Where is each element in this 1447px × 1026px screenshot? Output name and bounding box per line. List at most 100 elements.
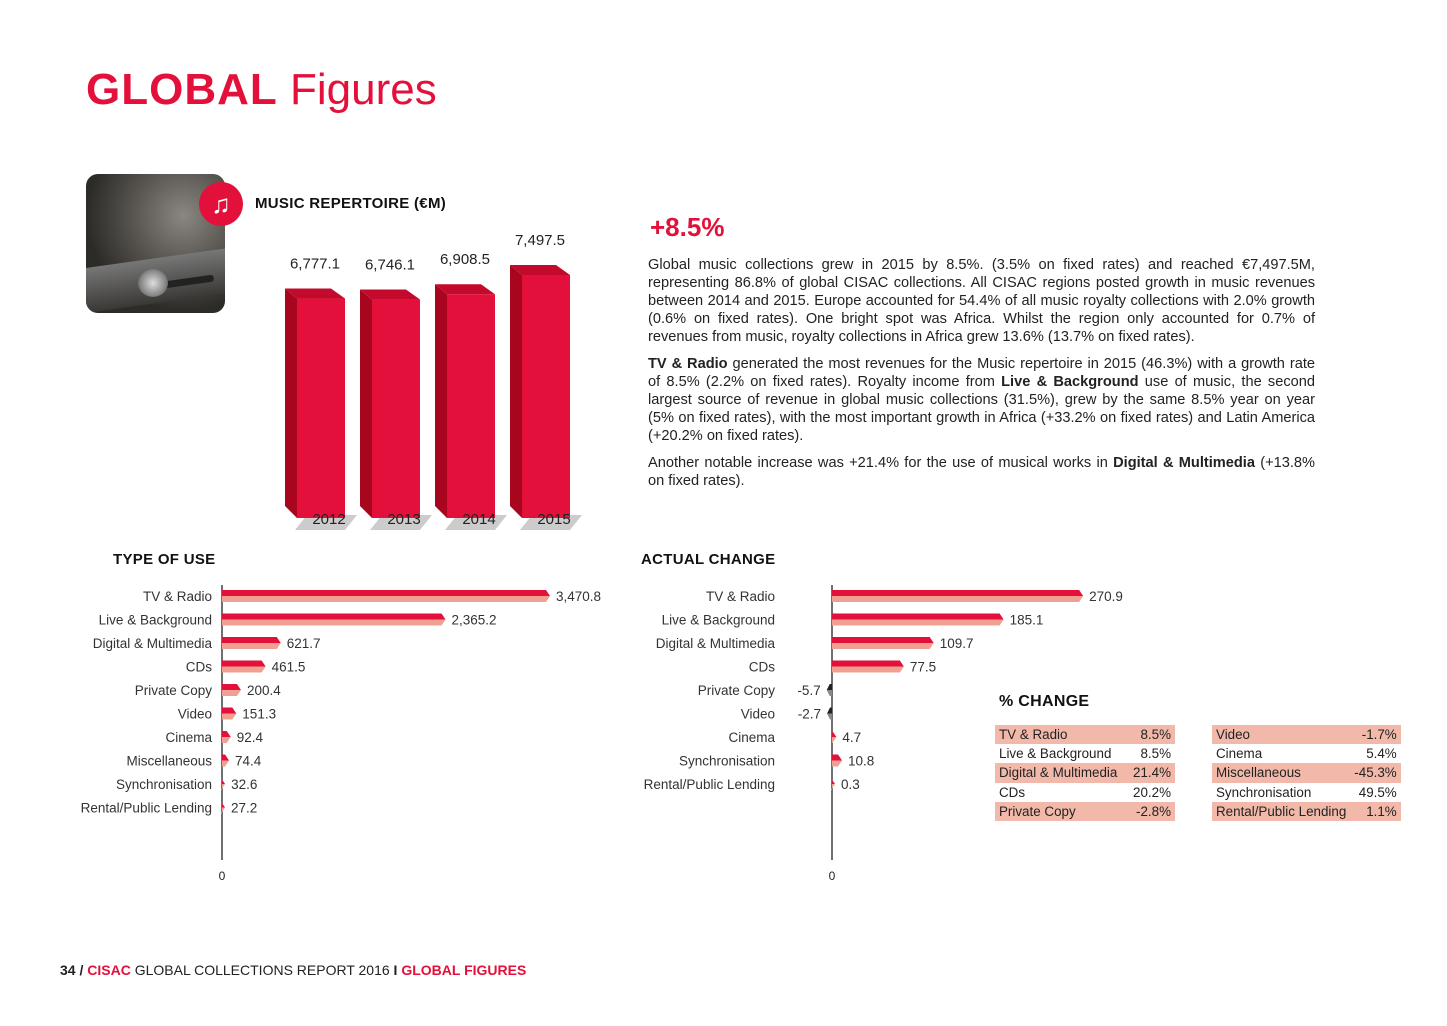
category-label: Private Copy [698, 683, 776, 698]
bar-bottom-half [222, 713, 237, 720]
bar-top [510, 265, 570, 275]
year-label: 2012 [312, 511, 345, 528]
bar-value-label: 27.2 [231, 801, 257, 816]
bar-bottom-half [832, 760, 843, 767]
year-label: 2014 [462, 511, 495, 528]
bar-value-label: 2,365.2 [452, 613, 497, 628]
footer-report: GLOBAL COLLECTIONS REPORT 2016 [134, 962, 390, 978]
row-value: 49.5% [1358, 784, 1397, 800]
bar-top-half [222, 613, 446, 620]
bar-top-half [832, 731, 837, 737]
bar-top-half [832, 637, 934, 643]
title-light: Figures [290, 65, 437, 114]
bar-value-label: 6,908.5 [440, 251, 490, 268]
percent-row: Synchronisation 49.5% [1212, 783, 1401, 802]
bar-bottom-half [832, 737, 837, 743]
bar-top-half [222, 660, 266, 667]
bar-shadow [445, 515, 507, 530]
bar-value-label: 461.5 [272, 660, 306, 675]
bar-top-half [221, 778, 226, 784]
bar-top-half [222, 731, 231, 737]
category-label: Cinema [165, 730, 212, 745]
bold-term: TV & Radio [648, 356, 728, 372]
row-label: TV & Radio [995, 725, 1127, 745]
row-value: 20.2% [1133, 784, 1171, 800]
bar-value-label: 185.1 [1010, 613, 1044, 628]
row-label: Live & Background [999, 746, 1112, 762]
bar-shadow [370, 515, 432, 530]
page-title: GLOBAL Figures [86, 62, 437, 118]
bar-side [510, 265, 522, 518]
bar-bottom-half [222, 760, 230, 767]
bar-shadow [295, 515, 357, 530]
percent-row: CDs 20.2% [995, 783, 1175, 802]
percent-row: Digital & Multimedia 21.4% [995, 763, 1175, 783]
bar-value-label: 3,470.8 [556, 589, 601, 604]
percent-row: Rental/Public Lending 1.1% [1212, 801, 1401, 821]
title-bold: GLOBAL [86, 65, 278, 114]
row-label: Synchronisation [1216, 784, 1312, 800]
negative-bar-top [826, 684, 832, 690]
bar [447, 294, 495, 518]
row-label: Private Copy [995, 801, 1127, 821]
row-value: 21.4% [1126, 763, 1175, 783]
category-label: TV & Radio [706, 589, 775, 604]
bar [297, 298, 345, 518]
category-label: CDs [749, 660, 775, 675]
bar-top-half [832, 590, 1084, 596]
bar-top-half [222, 590, 550, 596]
actual-change-title: ACTUAL CHANGE [641, 551, 776, 568]
bar-side [360, 289, 372, 518]
bar [372, 299, 420, 518]
body-text: Global music collections grew in 2015 by… [648, 256, 1315, 499]
percent-row: Video -1.7% [1212, 725, 1401, 745]
bar-bottom-half [832, 666, 904, 673]
type-of-use-chart: 0 TV & Radio 3,470.8 Live & Background 2,365… [81, 585, 601, 883]
category-label: CDs [186, 660, 212, 675]
category-label: Miscellaneous [126, 754, 212, 769]
zero-tick-label: 0 [829, 869, 836, 883]
negative-bar-bottom [826, 690, 832, 696]
category-label: Rental/Public Lending [81, 801, 212, 816]
percent-change-title: % CHANGE [999, 693, 1090, 710]
page-number: 34 / [60, 962, 84, 978]
bar-top-half [832, 613, 1004, 620]
percent-row: TV & Radio 8.5% [995, 725, 1175, 745]
paragraph-text: (+13.8% on fixed rates). [648, 455, 1315, 489]
percent-change-table-left: TV & Radio 8.5% Live & Background 8.5% Digit… [995, 725, 1175, 821]
headline-growth: +8.5% [650, 212, 725, 242]
paragraph-text: generated the most revenues for the Musi… [648, 356, 1315, 390]
bar-top-half [831, 778, 835, 784]
category-label: Video [178, 707, 212, 722]
bar-value-label: 10.8 [848, 754, 874, 769]
paragraph-text: Global music collections grew in 2015 by… [648, 257, 1315, 345]
category-label: Live & Background [99, 613, 212, 628]
bar-top [285, 288, 345, 299]
percent-row: Cinema 5.4% [1212, 744, 1401, 763]
percent-row: Miscellaneous -45.3% [1212, 763, 1401, 783]
bar-value-label: 92.4 [237, 730, 264, 745]
bar-bottom-half [831, 784, 835, 790]
bar-side [435, 284, 447, 518]
negative-bar-bottom [827, 713, 832, 720]
row-value: 8.5% [1126, 725, 1175, 745]
category-label: Digital & Multimedia [93, 636, 213, 651]
category-label: Digital & Multimedia [656, 636, 776, 651]
bar-value-label: 6,746.1 [365, 257, 415, 274]
bar-shadow [520, 515, 582, 530]
bar-top-half [222, 707, 237, 714]
bar-value-label: 151.3 [242, 707, 276, 722]
footer-section: GLOBAL FIGURES [401, 962, 527, 978]
bar-value-label: 200.4 [247, 683, 281, 698]
category-label: Synchronisation [679, 754, 775, 769]
bar-top-half [832, 660, 904, 667]
bar-value-label: 4.7 [842, 730, 861, 745]
bar-bottom-half [222, 643, 281, 649]
category-label: Private Copy [135, 683, 213, 698]
paragraph-3: Another notable increase was +21.4% for … [648, 454, 1315, 490]
bar-value-label: 7,497.5 [515, 232, 565, 249]
bar-top-half [222, 754, 230, 761]
year-label: 2015 [537, 511, 570, 528]
row-label: CDs [999, 784, 1026, 800]
bar-top [360, 289, 420, 300]
